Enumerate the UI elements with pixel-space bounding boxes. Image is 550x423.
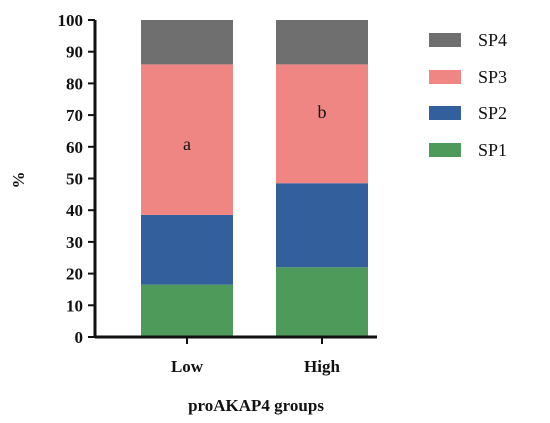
y-tick-label: 80 bbox=[66, 74, 83, 93]
legend: SP4 SP3 SP2 SP1 bbox=[429, 30, 507, 160]
legend-label-sp2: SP2 bbox=[478, 103, 507, 123]
x-tick-label-high: High bbox=[304, 357, 340, 376]
y-tick-label: 60 bbox=[66, 138, 83, 157]
y-tick-label: 0 bbox=[75, 328, 84, 347]
annotation-label: b bbox=[318, 102, 327, 122]
legend-label-sp3: SP3 bbox=[478, 67, 507, 87]
y-tick-label: 20 bbox=[66, 265, 83, 284]
legend-label-sp4: SP4 bbox=[478, 30, 507, 50]
bar-high-sp2 bbox=[276, 183, 368, 268]
annotation-label: a bbox=[183, 134, 191, 154]
bar-low-sp3 bbox=[141, 64, 233, 215]
x-axis-title: proAKAP4 groups bbox=[188, 396, 324, 415]
bar-low-sp1 bbox=[141, 284, 233, 337]
plot-area: ab bbox=[141, 20, 368, 337]
legend-swatch-sp4 bbox=[429, 33, 461, 47]
legend-swatch-sp1 bbox=[429, 143, 461, 157]
bar-high-sp3 bbox=[276, 64, 368, 184]
y-tick-label: 40 bbox=[66, 201, 83, 220]
bar-low-sp2 bbox=[141, 214, 233, 285]
legend-label-sp1: SP1 bbox=[478, 140, 507, 160]
legend-swatch-sp3 bbox=[429, 70, 461, 84]
bar-low-sp4 bbox=[141, 20, 233, 65]
y-tick-label: 90 bbox=[66, 43, 83, 62]
y-tick-label: 30 bbox=[66, 233, 83, 252]
x-tick-label-low: Low bbox=[171, 357, 204, 376]
y-tick-label: 10 bbox=[66, 296, 83, 315]
y-tick-label: 50 bbox=[66, 170, 83, 189]
y-tick-label: 70 bbox=[66, 106, 83, 125]
axes: 0 10 20 30 40 50 60 70 80 90 100 Low High bbox=[58, 11, 377, 376]
y-tick-label: 100 bbox=[58, 11, 84, 30]
y-axis-title: % bbox=[9, 172, 28, 189]
bar-high-sp1 bbox=[276, 267, 368, 337]
legend-swatch-sp2 bbox=[429, 106, 461, 120]
bar-high-sp4 bbox=[276, 20, 368, 65]
